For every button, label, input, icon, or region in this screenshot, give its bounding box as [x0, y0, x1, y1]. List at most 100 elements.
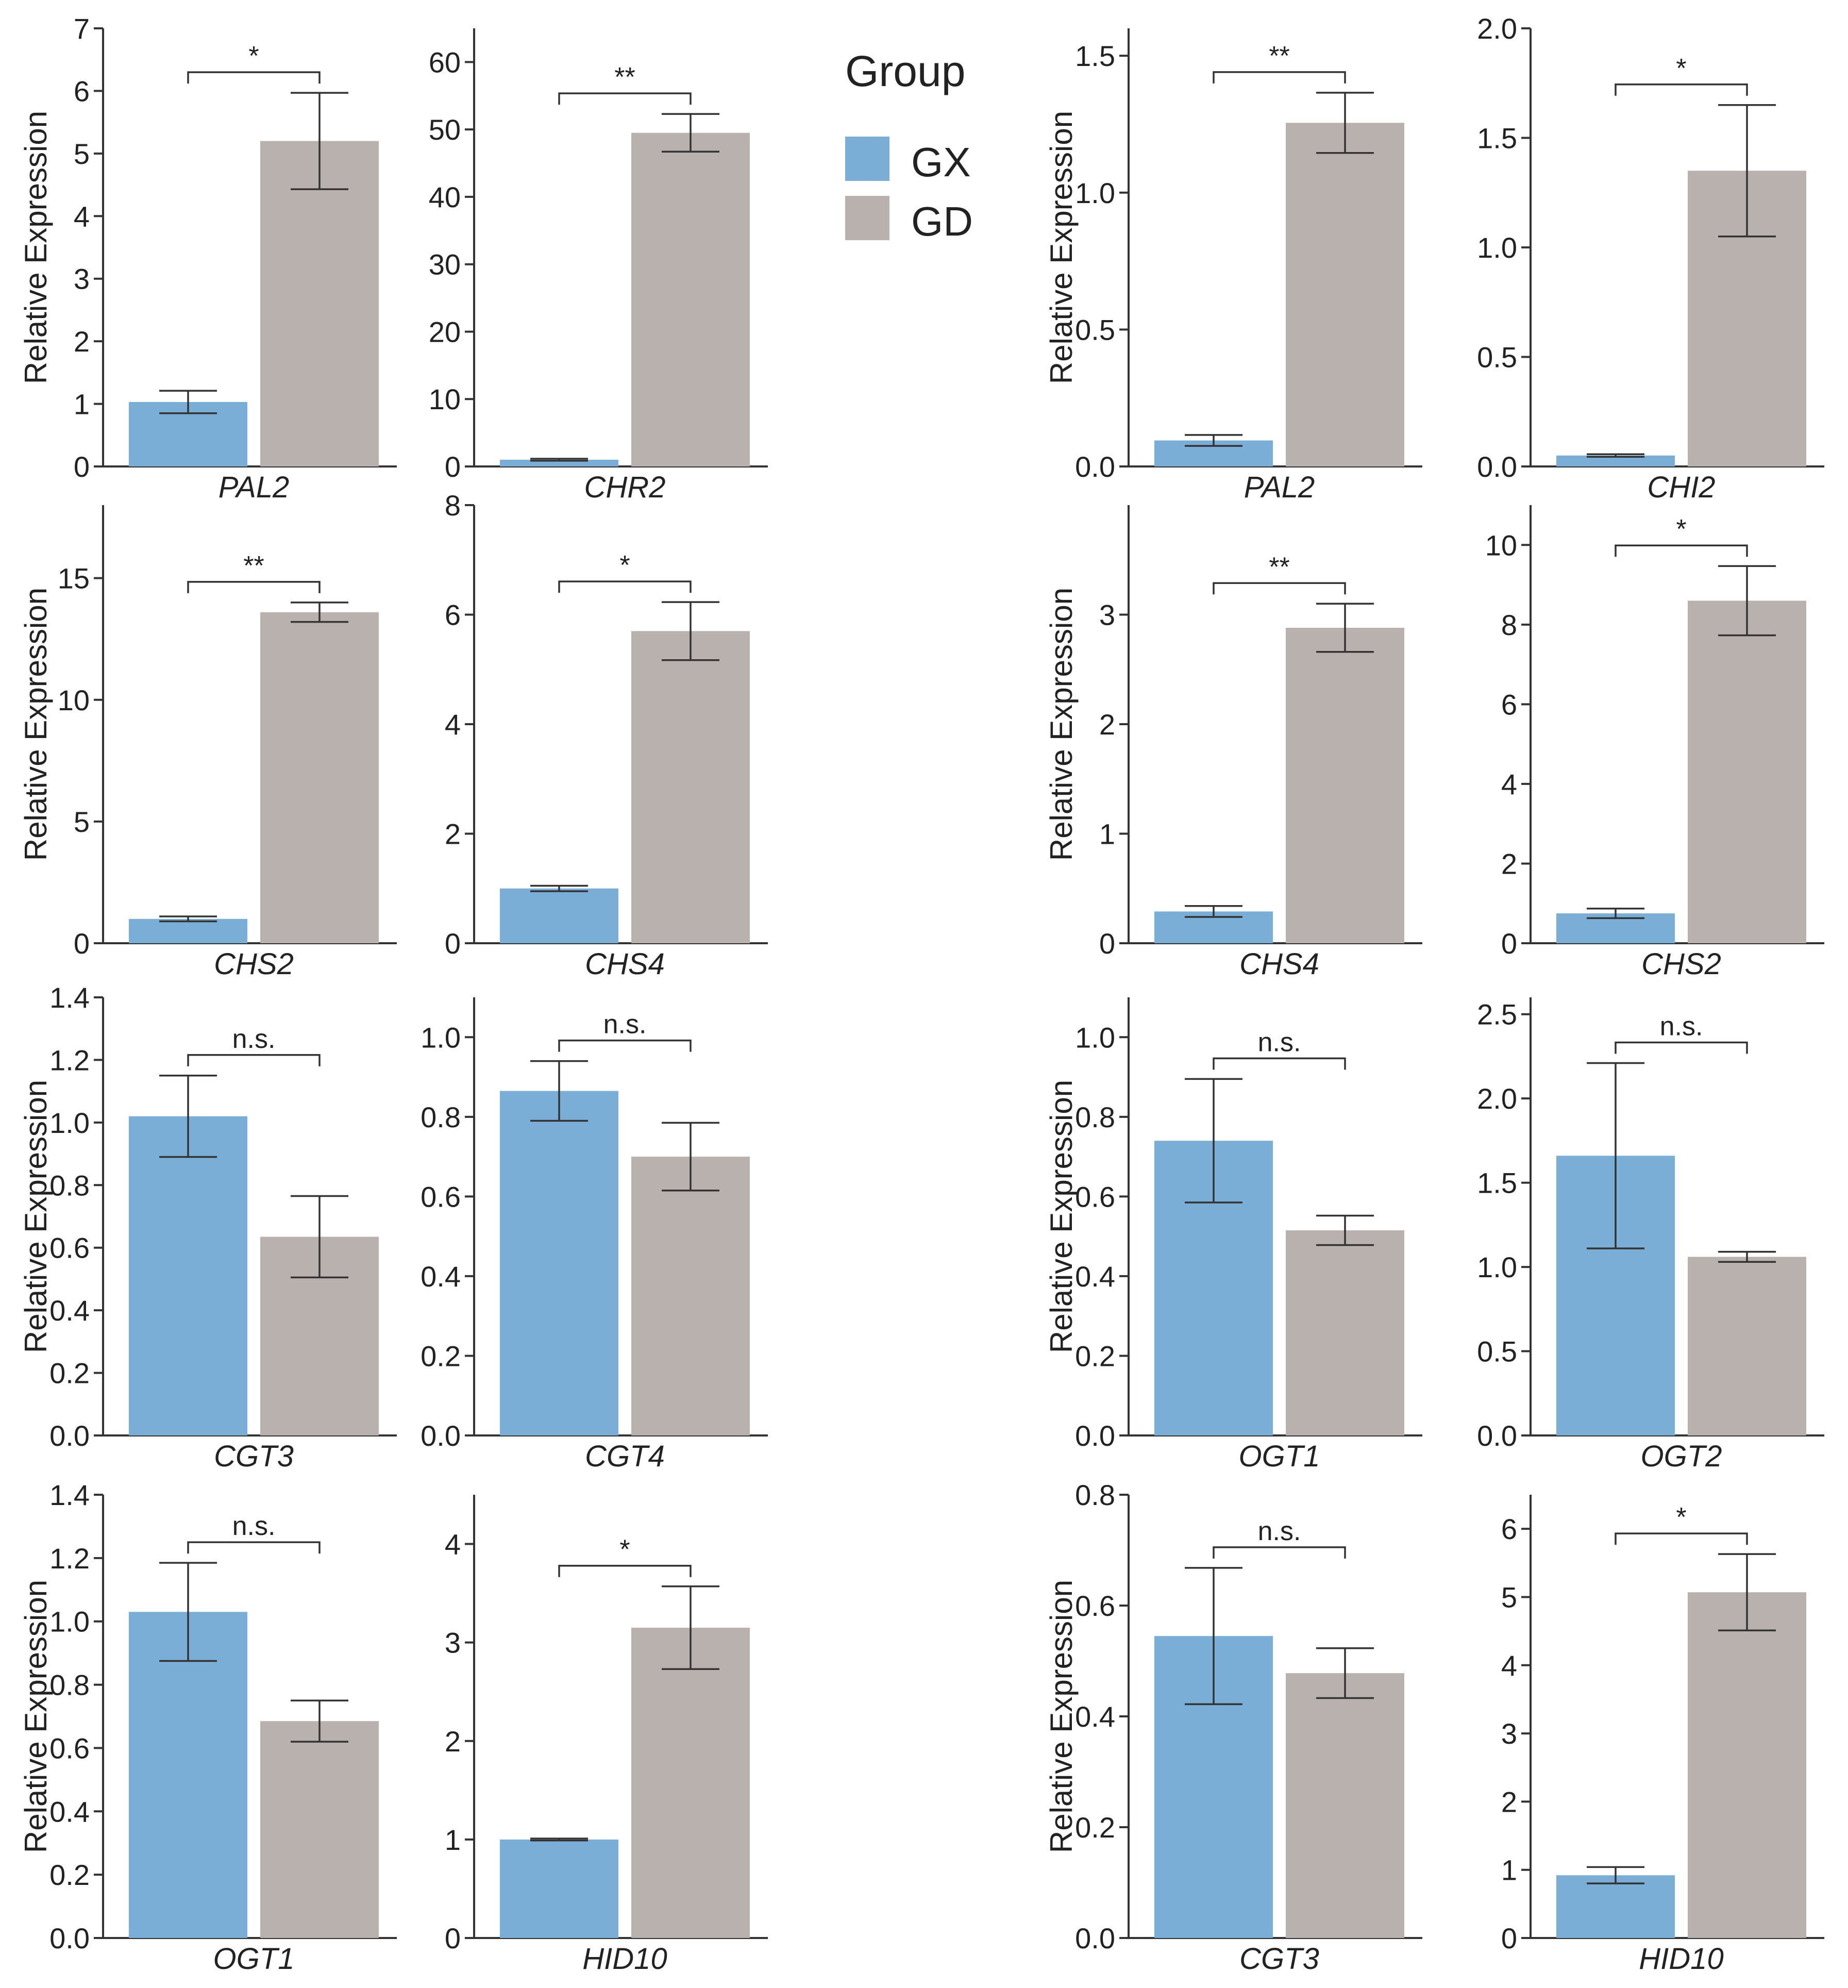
y-tick-label: 2 — [1099, 708, 1115, 741]
bar-gd — [1286, 1673, 1404, 1938]
y-tick-label: 0.8 — [421, 1101, 461, 1133]
y-tick-label: 0.4 — [49, 1294, 90, 1327]
y-tick-label: 0 — [1099, 927, 1115, 960]
y-tick-label: 0.6 — [1075, 1590, 1115, 1622]
y-tick-label: 4 — [1501, 768, 1517, 800]
gene-label: CGT3 — [1239, 1942, 1319, 1976]
gene-label: CHS2 — [1641, 947, 1721, 981]
y-tick-label: 0.2 — [1075, 1811, 1115, 1844]
y-tick-label: 0.0 — [1477, 1419, 1517, 1452]
bar-chart-cgt3-14: 0.0 0.2 0.4 0.6 0.8 Relative Expression n.s. CG… — [1044, 1479, 1422, 1976]
bar-gd — [631, 132, 750, 466]
y-axis-label: Relative Expression — [19, 111, 53, 384]
y-tick-label: 8 — [445, 489, 461, 522]
y-tick-label: 0 — [1501, 1922, 1517, 1954]
legend-swatch-gx — [845, 137, 889, 181]
significance-label: n.s. — [603, 1010, 647, 1040]
y-tick-label: 0.2 — [49, 1357, 90, 1390]
y-tick-label: 7 — [74, 12, 90, 45]
y-tick-label: 0.8 — [49, 1669, 90, 1701]
y-tick-label: 40 — [429, 181, 461, 213]
bar-gx — [500, 1091, 618, 1435]
y-tick-label: 1.4 — [49, 1479, 90, 1511]
y-tick-label: 0.4 — [49, 1795, 90, 1828]
significance-label: * — [619, 1535, 630, 1565]
y-tick-label: 0.5 — [1075, 313, 1115, 346]
y-tick-label: 0.0 — [421, 1419, 461, 1452]
y-tick-label: 0.8 — [1075, 1479, 1115, 1511]
y-tick-label: 1.0 — [1075, 1021, 1115, 1054]
y-tick-label: 5 — [74, 138, 90, 170]
bar-gd — [1688, 1592, 1806, 1938]
y-tick-label: 0.0 — [1075, 1922, 1115, 1954]
y-tick-label: 0.0 — [49, 1922, 90, 1954]
y-tick-label: 1.0 — [49, 1107, 90, 1139]
y-tick-label: 1.2 — [49, 1044, 90, 1076]
gene-label: CHS4 — [1239, 947, 1319, 981]
legend-label-gd: GD — [911, 198, 973, 244]
y-tick-label: 6 — [1501, 688, 1517, 721]
bar-gd — [1286, 1230, 1404, 1435]
y-tick-label: 2 — [1501, 1785, 1517, 1818]
y-tick-label: 0 — [74, 927, 90, 960]
bar-chart-hid10-15: 0 1 2 3 4 5 6 * HID10 — [1501, 1495, 1824, 1976]
legend-swatch-gd — [845, 196, 889, 240]
bar-chart-cgt3-8: 0.0 0.2 0.4 0.6 0.8 1.0 1.2 1.4 Relative Express… — [19, 981, 397, 1473]
gene-label: CHS4 — [585, 947, 665, 981]
gene-label: CGT4 — [585, 1440, 665, 1473]
y-tick-label: 3 — [1501, 1717, 1517, 1750]
significance-label: ** — [1269, 552, 1289, 582]
significance-bracket — [187, 71, 321, 84]
bar-chart-chs4-6: 0 1 2 3 Relative Expression ** CHS4 — [1044, 505, 1422, 981]
bar-gd — [1688, 1257, 1806, 1435]
significance-bracket — [187, 1541, 321, 1554]
y-tick-label: 0.0 — [1477, 450, 1517, 483]
bar-chart-ogt2-11: 0.0 0.5 1.0 1.5 2.0 2.5 n.s. OGT2 — [1477, 997, 1824, 1473]
y-tick-label: 0.4 — [1075, 1260, 1115, 1293]
y-tick-label: 0 — [445, 927, 461, 960]
legend-item-gd: GD — [845, 196, 1041, 244]
significance-bracket — [187, 1054, 321, 1066]
y-tick-label: 1 — [1501, 1854, 1517, 1886]
legend-label-gx: GX — [911, 139, 971, 185]
y-tick-label: 1 — [74, 388, 90, 421]
y-tick-label: 30 — [429, 248, 461, 281]
y-tick-label: 5 — [1501, 1581, 1517, 1613]
significance-bracket — [1213, 1057, 1346, 1070]
y-axis-label: Relative Expression — [1044, 588, 1079, 861]
y-axis-label: Relative Expression — [1044, 111, 1079, 384]
y-tick-label: 0.2 — [49, 1859, 90, 1891]
y-tick-label: 50 — [429, 113, 461, 146]
significance-bracket — [1213, 71, 1346, 83]
gene-label: PAL2 — [219, 471, 290, 504]
bar-gx — [129, 1612, 247, 1938]
y-tick-label: 0.4 — [421, 1260, 461, 1293]
bar-chart-ogt1-12: 0.0 0.2 0.4 0.6 0.8 1.0 1.2 1.4 Relative Express… — [19, 1479, 397, 1976]
y-tick-label: 3 — [445, 1627, 461, 1659]
gene-label: CHR2 — [584, 471, 666, 504]
y-tick-label: 3 — [74, 263, 90, 295]
y-tick-label: 4 — [445, 1528, 461, 1561]
y-tick-label: 15 — [58, 562, 90, 595]
bar-gx — [1556, 455, 1675, 466]
significance-bracket — [558, 92, 692, 105]
significance-label: n.s. — [232, 1024, 276, 1054]
bar-gd — [260, 1721, 379, 1938]
significance-label: n.s. — [1258, 1027, 1301, 1057]
bar-chart-chi2-3: 0.0 0.5 1.0 1.5 2.0 * CHI2 — [1477, 12, 1824, 504]
bar-gx — [500, 888, 618, 943]
y-tick-label: 4 — [1501, 1649, 1517, 1682]
y-tick-label: 0.2 — [421, 1340, 461, 1372]
bar-chart-ogt1-10: 0.0 0.2 0.4 0.6 0.8 1.0 Relative Expression n.s… — [1044, 997, 1422, 1473]
bar-chart-chs4-5: 0 2 4 6 8 * CHS4 — [445, 489, 768, 981]
gene-label: OGT1 — [213, 1942, 295, 1976]
y-tick-label: 2.0 — [1477, 12, 1517, 45]
significance-bracket — [1615, 544, 1748, 557]
y-tick-label: 0 — [1501, 927, 1517, 960]
bar-gx — [1556, 1875, 1675, 1938]
gene-label: CGT3 — [214, 1440, 294, 1473]
y-tick-label: 2 — [74, 325, 90, 358]
y-tick-label: 1.5 — [1477, 122, 1517, 155]
